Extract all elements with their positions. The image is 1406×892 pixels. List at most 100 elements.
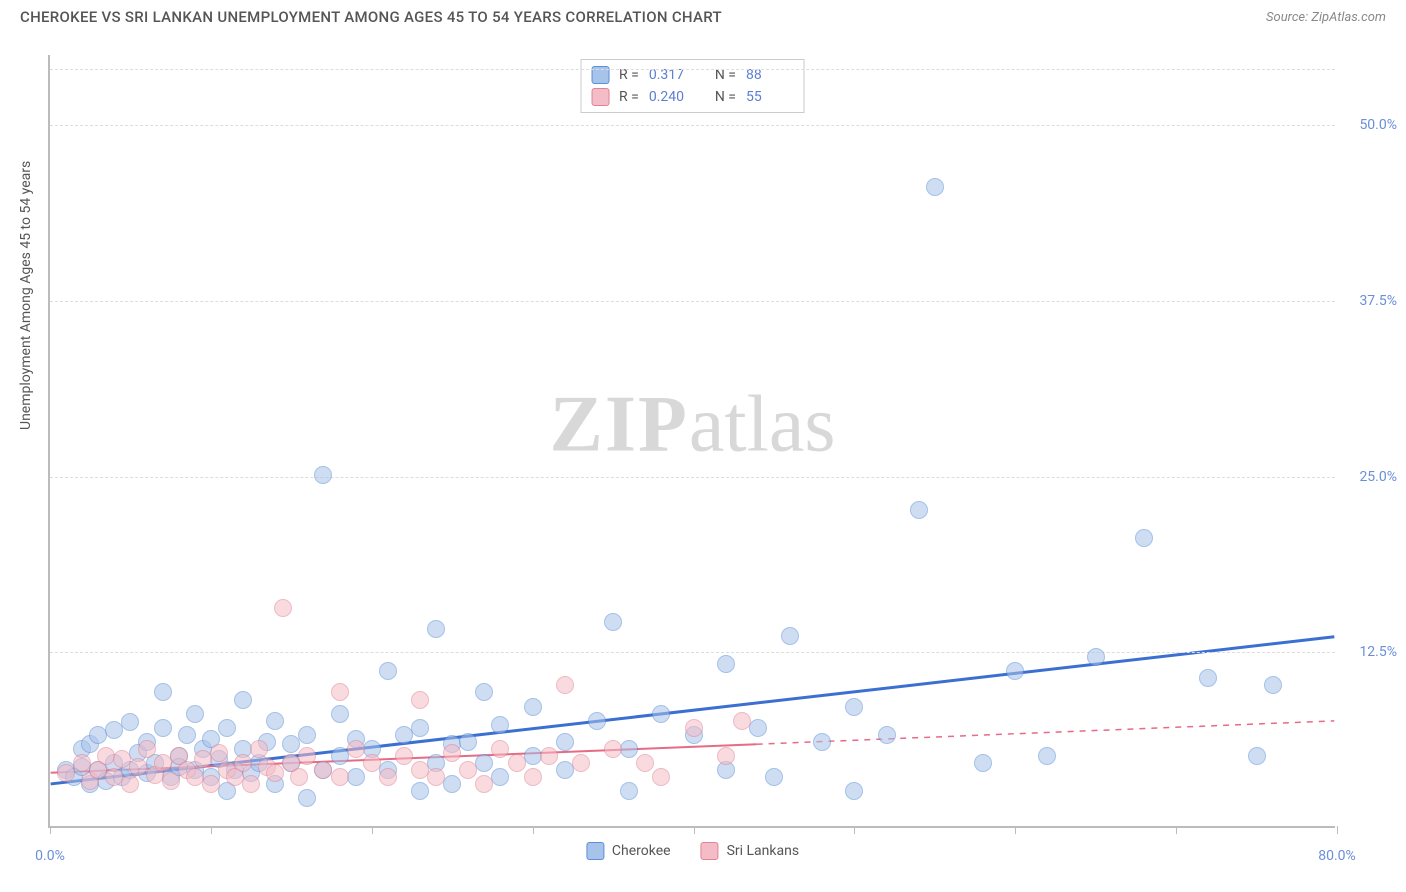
x-tick: [372, 826, 373, 834]
data-point: [363, 754, 381, 772]
data-point: [379, 768, 397, 786]
data-point: [331, 683, 349, 701]
y-axis-label: Unemployment Among Ages 45 to 54 years: [18, 161, 34, 430]
data-point: [475, 775, 493, 793]
data-point: [508, 754, 526, 772]
data-point: [250, 740, 268, 758]
data-point: [57, 764, 75, 782]
data-point: [652, 768, 670, 786]
legend-swatch: [701, 842, 719, 860]
x-tick: [1337, 826, 1338, 834]
r-label: R =: [619, 89, 639, 105]
data-point: [218, 719, 236, 737]
data-point: [331, 705, 349, 723]
data-point: [459, 733, 477, 751]
data-point: [121, 775, 139, 793]
data-point: [685, 719, 703, 737]
grid-line: [50, 125, 1335, 126]
legend-swatch: [591, 88, 609, 106]
n-value: 55: [746, 89, 794, 105]
data-point: [290, 768, 308, 786]
data-point: [298, 747, 316, 765]
data-point: [1199, 669, 1217, 687]
data-point: [604, 613, 622, 631]
grid-line: [50, 477, 1335, 478]
data-point: [266, 712, 284, 730]
chart-title: CHEROKEE VS SRI LANKAN UNEMPLOYMENT AMON…: [20, 8, 722, 26]
data-point: [347, 740, 365, 758]
x-tick: [50, 826, 51, 834]
data-point: [556, 676, 574, 694]
series-legend: Cherokee Sri Lankans: [586, 842, 799, 860]
data-point: [636, 754, 654, 772]
data-point: [1006, 662, 1024, 680]
data-point: [379, 662, 397, 680]
scatter-plot: ZIPatlas R =0.317N =88R =0.240N =55 Cher…: [48, 55, 1335, 828]
data-point: [427, 620, 445, 638]
grid-line: [50, 69, 1335, 70]
data-point: [749, 719, 767, 737]
r-value: 0.240: [649, 89, 697, 105]
y-tick-label: 12.5%: [1342, 644, 1397, 660]
data-point: [1248, 747, 1266, 765]
y-tick-label: 25.0%: [1342, 469, 1397, 485]
data-point: [443, 744, 461, 762]
data-point: [813, 733, 831, 751]
data-point: [572, 754, 590, 772]
data-point: [178, 726, 196, 744]
data-point: [162, 772, 180, 790]
data-point: [491, 716, 509, 734]
y-tick-label: 50.0%: [1342, 117, 1397, 133]
legend-label: Cherokee: [612, 843, 671, 859]
data-point: [781, 627, 799, 645]
data-point: [1038, 747, 1056, 765]
data-point: [411, 782, 429, 800]
data-point: [266, 764, 284, 782]
legend-item: Cherokee: [586, 842, 671, 860]
x-tick: [854, 826, 855, 834]
data-point: [491, 740, 509, 758]
data-point: [717, 747, 735, 765]
data-point: [1135, 529, 1153, 547]
data-point: [105, 721, 123, 739]
stats-legend-row: R =0.240N =55: [591, 86, 794, 108]
data-point: [926, 178, 944, 196]
data-point: [910, 501, 928, 519]
data-point: [186, 705, 204, 723]
data-point: [845, 698, 863, 716]
x-tick: [1015, 826, 1016, 834]
x-tick-label: 80.0%: [1318, 848, 1356, 864]
data-point: [411, 691, 429, 709]
data-point: [234, 691, 252, 709]
data-point: [845, 782, 863, 800]
data-point: [878, 726, 896, 744]
data-point: [604, 740, 622, 758]
grid-line: [50, 652, 1335, 653]
data-point: [1087, 648, 1105, 666]
data-point: [202, 775, 220, 793]
x-tick: [1176, 826, 1177, 834]
data-point: [974, 754, 992, 772]
data-point: [588, 712, 606, 730]
title-bar: CHEROKEE VS SRI LANKAN UNEMPLOYMENT AMON…: [0, 0, 1406, 30]
data-point: [620, 782, 638, 800]
legend-label: Sri Lankans: [727, 843, 800, 859]
data-point: [443, 775, 461, 793]
data-point: [234, 754, 252, 772]
data-point: [331, 768, 349, 786]
data-point: [475, 683, 493, 701]
trend-lines: [50, 55, 1335, 826]
data-point: [765, 768, 783, 786]
data-point: [274, 599, 292, 617]
x-tick: [694, 826, 695, 834]
data-point: [210, 744, 228, 762]
data-point: [121, 713, 139, 731]
data-point: [475, 754, 493, 772]
x-tick: [211, 826, 212, 834]
data-point: [540, 747, 558, 765]
data-point: [154, 719, 172, 737]
data-point: [733, 712, 751, 730]
x-tick-label: 0.0%: [35, 848, 65, 864]
data-point: [524, 768, 542, 786]
data-point: [1264, 676, 1282, 694]
